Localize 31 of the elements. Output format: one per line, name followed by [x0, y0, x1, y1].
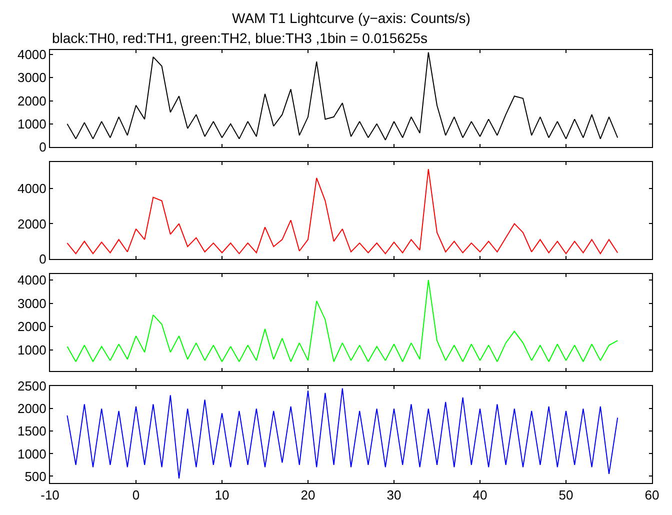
x-tick-label: 20 [300, 488, 316, 503]
x-tick-label: -10 [40, 488, 60, 503]
y-tick-label: 1500 [17, 424, 46, 439]
y-tick-label: 0 [39, 251, 46, 266]
line-series [66, 168, 618, 254]
y-tick-label: 0 [39, 139, 46, 154]
y-tick-label: 4000 [17, 272, 46, 288]
chart-title: WAM T1 Lightcurve (y−axis: Counts/s) [232, 10, 470, 26]
x-tick-label: 60 [644, 488, 660, 503]
line-series [66, 52, 618, 140]
line-series [66, 388, 618, 479]
y-tick-label: 2500 [17, 378, 46, 394]
x-tick-label: 10 [214, 488, 230, 503]
x-tick-label: 30 [386, 488, 402, 503]
y-tick-label: 4000 [17, 47, 46, 62]
y-tick-label: 2000 [17, 216, 46, 232]
y-tick-label: 4000 [17, 181, 46, 196]
y-tick-label: 1000 [17, 446, 46, 462]
y-tick-label: 3000 [17, 296, 46, 311]
x-tick-label: 40 [472, 488, 488, 503]
y-tick-label: 2000 [17, 319, 46, 334]
x-tick-label: 50 [558, 488, 574, 503]
y-tick-label: 500 [24, 468, 46, 484]
y-tick-label: 2000 [17, 401, 46, 416]
line-series [66, 279, 618, 362]
y-tick-label: 3000 [17, 70, 46, 86]
y-tick-label: 1000 [17, 116, 46, 132]
chart-subtitle: black:TH0, red:TH1, green:TH2, blue:TH3 ,1bin = 0.015625s [52, 30, 428, 46]
y-tick-label: 1000 [17, 342, 46, 358]
x-tick-label: 0 [132, 488, 140, 503]
y-tick-label: 2000 [17, 93, 46, 108]
